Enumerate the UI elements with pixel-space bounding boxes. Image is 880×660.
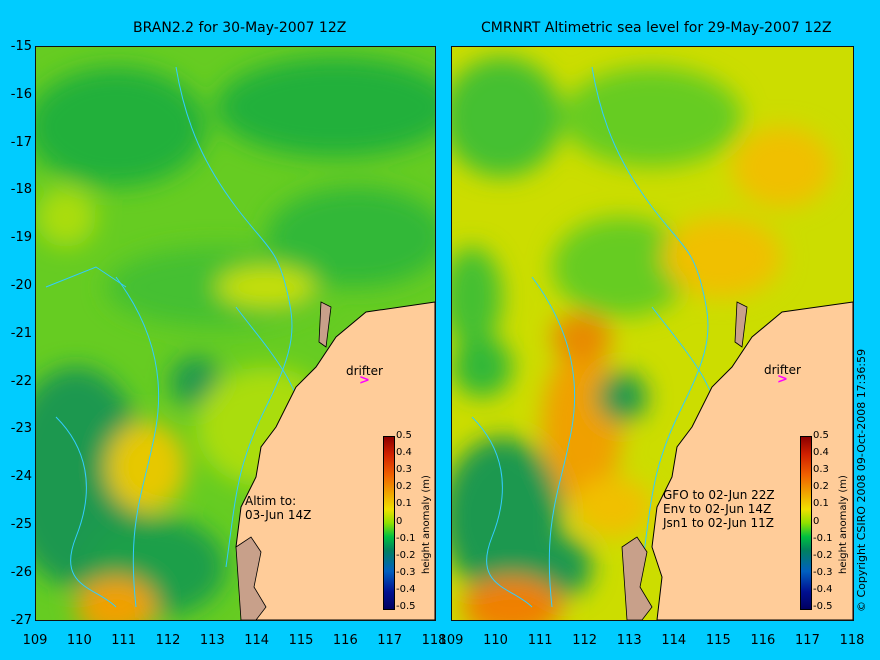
y-tick-label: -16 xyxy=(10,86,32,102)
right-drifter-marker: > xyxy=(777,372,788,387)
x-tick-label: 112 xyxy=(155,633,181,648)
x-tick-label: 114 xyxy=(661,633,687,648)
y-tick-label: -15 xyxy=(10,39,32,54)
colorbar-tick: 0.1 xyxy=(396,498,412,510)
colorbar-tick: -0.3 xyxy=(396,566,416,578)
colorbar-tick: -0.1 xyxy=(813,532,833,544)
colorbar-tick: 0.4 xyxy=(813,447,829,459)
x-tick-label: 109 xyxy=(438,633,464,648)
colorbar-tick: -0.2 xyxy=(813,549,833,561)
left-map-svg xyxy=(36,47,435,620)
y-tick-label: -27 xyxy=(10,612,32,628)
left-colorbar xyxy=(383,436,395,610)
y-tick-label: -18 xyxy=(10,182,32,198)
x-tick-label: 109 xyxy=(22,633,48,648)
colorbar-tick: -0.5 xyxy=(813,601,833,612)
left-drifter-marker: > xyxy=(359,373,370,388)
right-drifter-label: drifter xyxy=(764,363,801,377)
colorbar-tick: -0.1 xyxy=(396,532,416,544)
y-tick-label: -17 xyxy=(10,134,32,150)
colorbar-tick: 0.2 xyxy=(813,481,829,493)
y-tick-label: -26 xyxy=(10,564,32,580)
right-map-panel xyxy=(451,46,854,621)
x-tick-label: 110 xyxy=(483,633,508,648)
colorbar-tick: 0.5 xyxy=(396,430,412,441)
left-note-line-1: Altim to: xyxy=(245,494,297,508)
colorbar-tick: 0.3 xyxy=(396,464,412,476)
copyright-text: © Copyright CSIRO 2008 09-Oct-2008 17:36… xyxy=(855,348,868,612)
colorbar-tick: 0.3 xyxy=(813,464,829,476)
x-tick-label: 112 xyxy=(572,633,598,648)
right-note-line-2: Env to 02-Jun 14Z xyxy=(663,502,772,516)
x-tick-label: 117 xyxy=(795,633,820,648)
x-tick-label: 114 xyxy=(244,633,270,648)
right-colorbar xyxy=(800,436,812,610)
right-note-line-3: Jsn1 to 02-Jun 11Z xyxy=(663,516,775,530)
y-tick-label: -24 xyxy=(10,469,32,485)
right-colorbar-label: height anomaly (m) xyxy=(838,475,849,574)
colorbar-tick: 0.1 xyxy=(813,498,829,510)
y-tick-label: -25 xyxy=(10,517,32,532)
x-tick-label: 115 xyxy=(288,633,314,648)
colorbar-tick: -0.3 xyxy=(813,566,833,578)
left-panel-title: BRAN2.2 for 30-May-2007 12Z xyxy=(133,20,347,36)
colorbar-tick: -0.4 xyxy=(813,583,833,595)
x-tick-label: 113 xyxy=(199,633,225,648)
x-tick-label: 118 xyxy=(421,633,447,648)
x-tick-label: 111 xyxy=(527,633,553,648)
colorbar-tick: -0.5 xyxy=(396,601,416,612)
x-tick-label: 116 xyxy=(332,633,358,648)
right-altimeter-note: GFO to 02-Jun 22Z Env to 02-Jun 14Z Jsn1… xyxy=(663,488,775,530)
x-tick-label: 111 xyxy=(111,633,137,648)
y-tick-label: -20 xyxy=(10,278,32,293)
left-altimeter-note: Altim to: 03-Jun 14Z xyxy=(245,494,311,522)
colorbar-tick: -0.2 xyxy=(396,549,416,561)
colorbar-tick: 0.2 xyxy=(396,481,412,493)
colorbar-tick: 0.5 xyxy=(813,430,829,441)
y-tick-label: -19 xyxy=(10,230,32,246)
right-note-line-1: GFO to 02-Jun 22Z xyxy=(663,488,775,502)
y-tick-label: -22 xyxy=(10,373,32,389)
colorbar-tick: 0.4 xyxy=(396,447,412,459)
x-tick-label: 118 xyxy=(839,633,865,648)
x-tick-label: 115 xyxy=(705,633,731,648)
left-colorbar-label: height anomaly (m) xyxy=(421,475,432,574)
x-tick-label: 113 xyxy=(616,633,642,648)
colorbar-tick: 0 xyxy=(396,515,403,527)
right-panel-title: CMRNRT Altimetric sea level for 29-May-2… xyxy=(481,20,832,36)
x-tick-label: 117 xyxy=(377,633,403,648)
x-tick-label: 116 xyxy=(750,633,776,648)
right-map-svg xyxy=(452,47,853,620)
left-map-panel xyxy=(35,46,436,621)
colorbar-tick: -0.4 xyxy=(396,583,416,595)
y-tick-label: -23 xyxy=(10,421,32,437)
left-drifter-label: drifter xyxy=(346,364,383,378)
x-tick-label: 110 xyxy=(66,633,92,648)
colorbar-tick: 0 xyxy=(813,515,820,527)
y-tick-label: -21 xyxy=(10,325,32,341)
left-note-line-2: 03-Jun 14Z xyxy=(245,508,312,522)
